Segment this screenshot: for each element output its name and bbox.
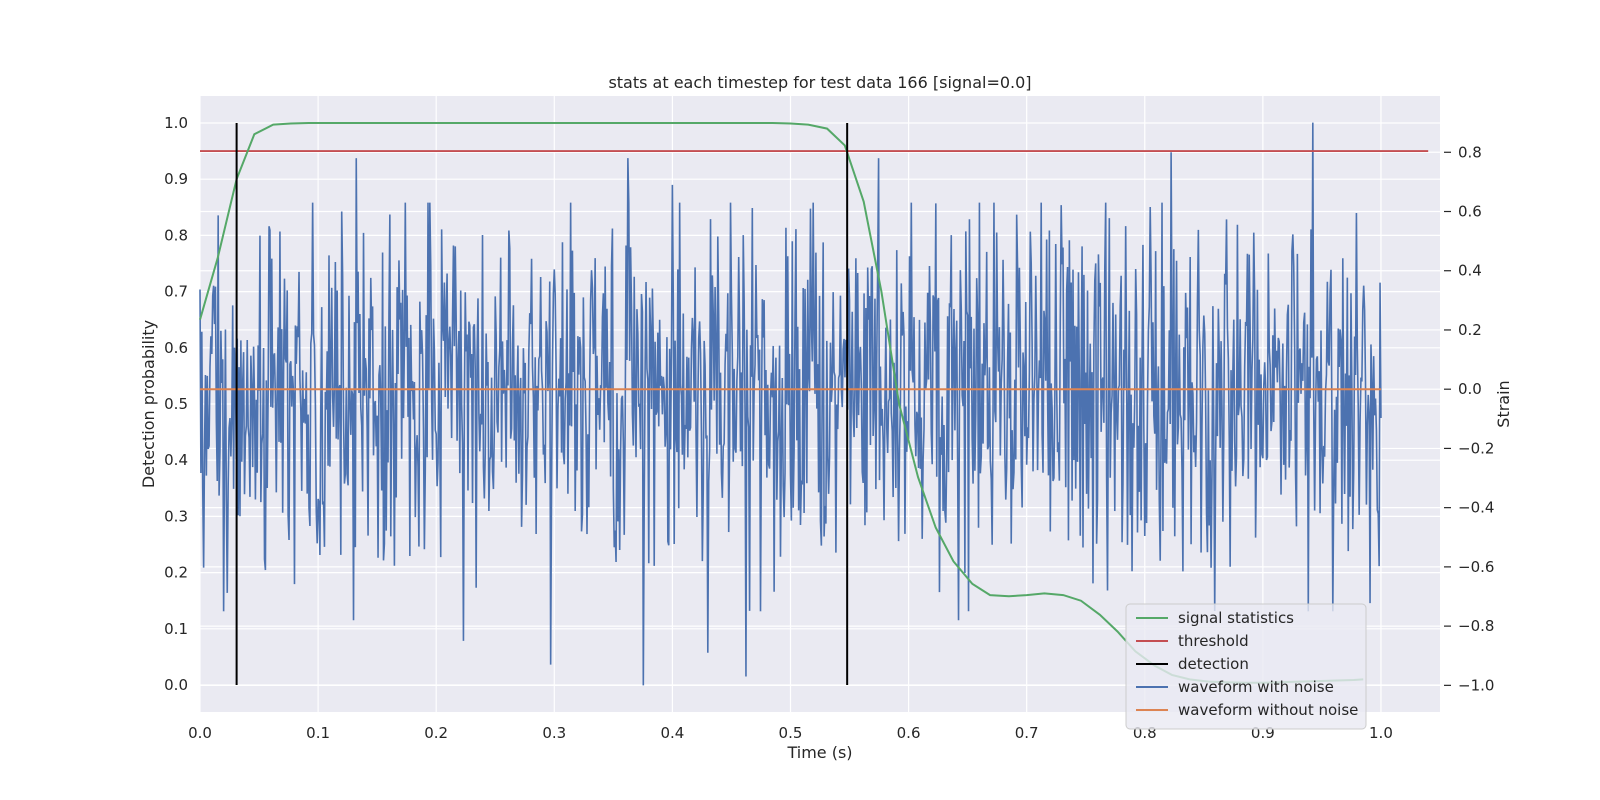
y-tick-label: 0.7 (164, 283, 188, 301)
y-tick-label: 0.4 (164, 451, 188, 469)
y2-tick-label: 0.2 (1458, 321, 1482, 339)
x-tick-label: 0.2 (424, 724, 448, 742)
chart-title: stats at each timestep for test data 166… (608, 73, 1031, 92)
legend-label: signal statistics (1178, 609, 1294, 627)
legend-label: waveform with noise (1178, 678, 1334, 696)
x-tick-label: 0.7 (1015, 724, 1039, 742)
x-tick-label: 1.0 (1369, 724, 1393, 742)
legend-label: waveform without noise (1178, 701, 1358, 719)
legend: signal statistics threshold detection wavef… (1125, 603, 1367, 730)
legend-label: detection (1178, 655, 1249, 673)
y-tick-label: 1.0 (164, 114, 188, 132)
x-axis-label: Time (s) (786, 743, 852, 762)
y-tick-label: 0.3 (164, 507, 188, 525)
y-tick-label: 0.9 (164, 170, 188, 188)
y-tick-label: 0.0 (164, 676, 188, 694)
y-axis-label: Detection probability (139, 320, 158, 488)
y2-tick-label: −1.0 (1458, 676, 1494, 694)
x-tick-label: 0.6 (897, 724, 921, 742)
y2-tick-label: −0.8 (1458, 617, 1494, 635)
y2-tick-label: −0.2 (1458, 439, 1494, 457)
y-tick-label: 0.8 (164, 226, 188, 244)
legend-label: threshold (1178, 632, 1249, 650)
y2-axis-ticks: −1.0 −0.8 −0.6 −0.4 −0.2 0.0 0.2 0.4 0.6 0.8 (1444, 143, 1494, 694)
x-tick-label: 0.1 (306, 724, 330, 742)
y-tick-label: 0.1 (164, 620, 188, 638)
y2-axis-label: Strain (1494, 380, 1513, 427)
y2-tick-label: 0.4 (1458, 262, 1482, 280)
x-tick-label: 0.4 (660, 724, 684, 742)
y-tick-label: 0.6 (164, 339, 188, 357)
series-layer (199, 121, 1429, 686)
y2-tick-label: 0.8 (1458, 143, 1482, 161)
x-tick-label: 0.5 (779, 724, 803, 742)
y2-tick-label: 0.0 (1458, 380, 1482, 398)
y-tick-label: 0.2 (164, 564, 188, 582)
legend-box (1125, 603, 1367, 730)
y2-tick-label: −0.6 (1458, 558, 1494, 576)
y-axis-ticks: 0.0 0.1 0.2 0.3 0.4 0.5 0.6 0.7 0.8 0.9 1.0 (164, 114, 188, 694)
x-tick-label: 0.0 (188, 724, 212, 742)
series-waveform-with-noise (199, 122, 1382, 686)
y-tick-label: 0.5 (164, 395, 188, 413)
y2-tick-label: 0.6 (1458, 203, 1482, 221)
y2-tick-label: −0.4 (1458, 499, 1494, 517)
x-tick-label: 0.3 (542, 724, 566, 742)
